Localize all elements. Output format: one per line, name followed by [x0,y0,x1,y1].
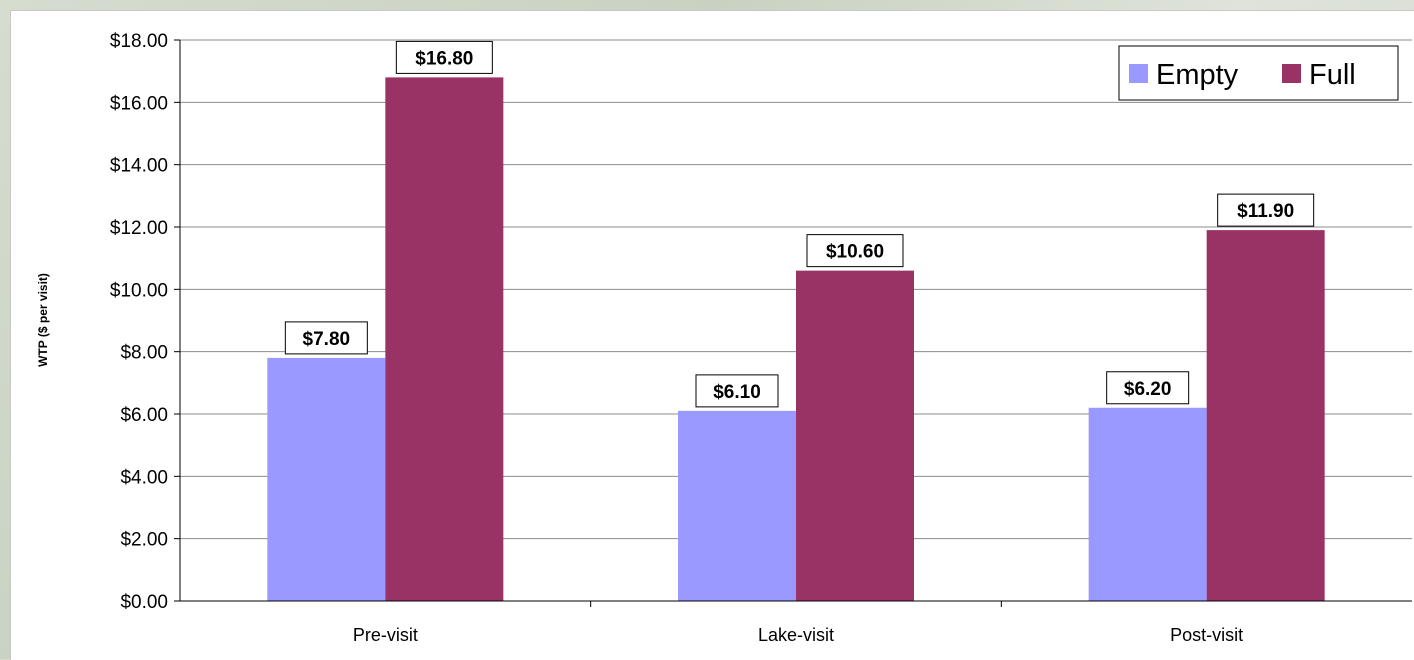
data-label: $10.60 [826,242,884,263]
y-tick-label: $6.00 [120,405,168,426]
y-tick-label: $2.00 [120,530,168,551]
data-label-box [284,321,368,355]
x-tick-label: Lake-visit [758,625,834,645]
data-labels: $7.80 $16.80 $6.10 $10.60 $6.20 $11.90 [284,40,1315,408]
data-label: $6.10 [713,382,761,403]
bar-full-pre-visit [385,77,504,601]
data-label-box [1217,193,1315,227]
data-label: $16.80 [415,48,473,69]
x-tick-labels: Pre-visit Lake-visit Post-visit [353,625,1243,645]
legend-swatch-full [1282,64,1301,83]
bar-full-lake-visit [796,270,914,601]
data-label-box [695,374,779,408]
legend-swatch-empty [1129,64,1148,83]
y-tick-label: $0.00 [120,592,168,613]
data-label-box [1106,371,1190,405]
legend-box [1118,45,1399,101]
x-tick-label: Post-visit [1170,625,1243,645]
y-tick-label: $8.00 [120,343,168,364]
bars [267,77,1325,601]
y-tick-labels: $0.00 $2.00 $4.00 $6.00 $8.00 $10.00 $12.00 $14… [110,31,168,613]
y-tick-label: $4.00 [120,467,168,488]
data-label: $6.20 [1124,379,1172,400]
x-tick-label: Pre-visit [353,625,418,645]
y-tick-label: $16.00 [110,93,168,114]
bar-full-post-visit [1206,230,1325,601]
bar-empty-lake-visit [678,410,796,601]
y-tick-label: $14.00 [110,156,168,177]
legend-label-full: Full [1309,59,1356,91]
axes [174,39,1412,607]
y-tick-label: $10.00 [110,280,168,301]
data-label: $7.80 [303,329,351,350]
bar-empty-pre-visit [267,357,386,601]
y-axis-label: WTP ($ per visit) [36,273,50,367]
bar-empty-post-visit [1088,407,1207,601]
legend: Empty Full [1118,45,1399,101]
legend-label-empty: Empty [1156,59,1239,91]
y-tick-label: $18.00 [110,31,168,52]
data-label-box [806,234,904,268]
data-label: $11.90 [1237,201,1294,222]
y-tick-label: $12.00 [110,218,168,239]
data-label-box [395,40,493,74]
